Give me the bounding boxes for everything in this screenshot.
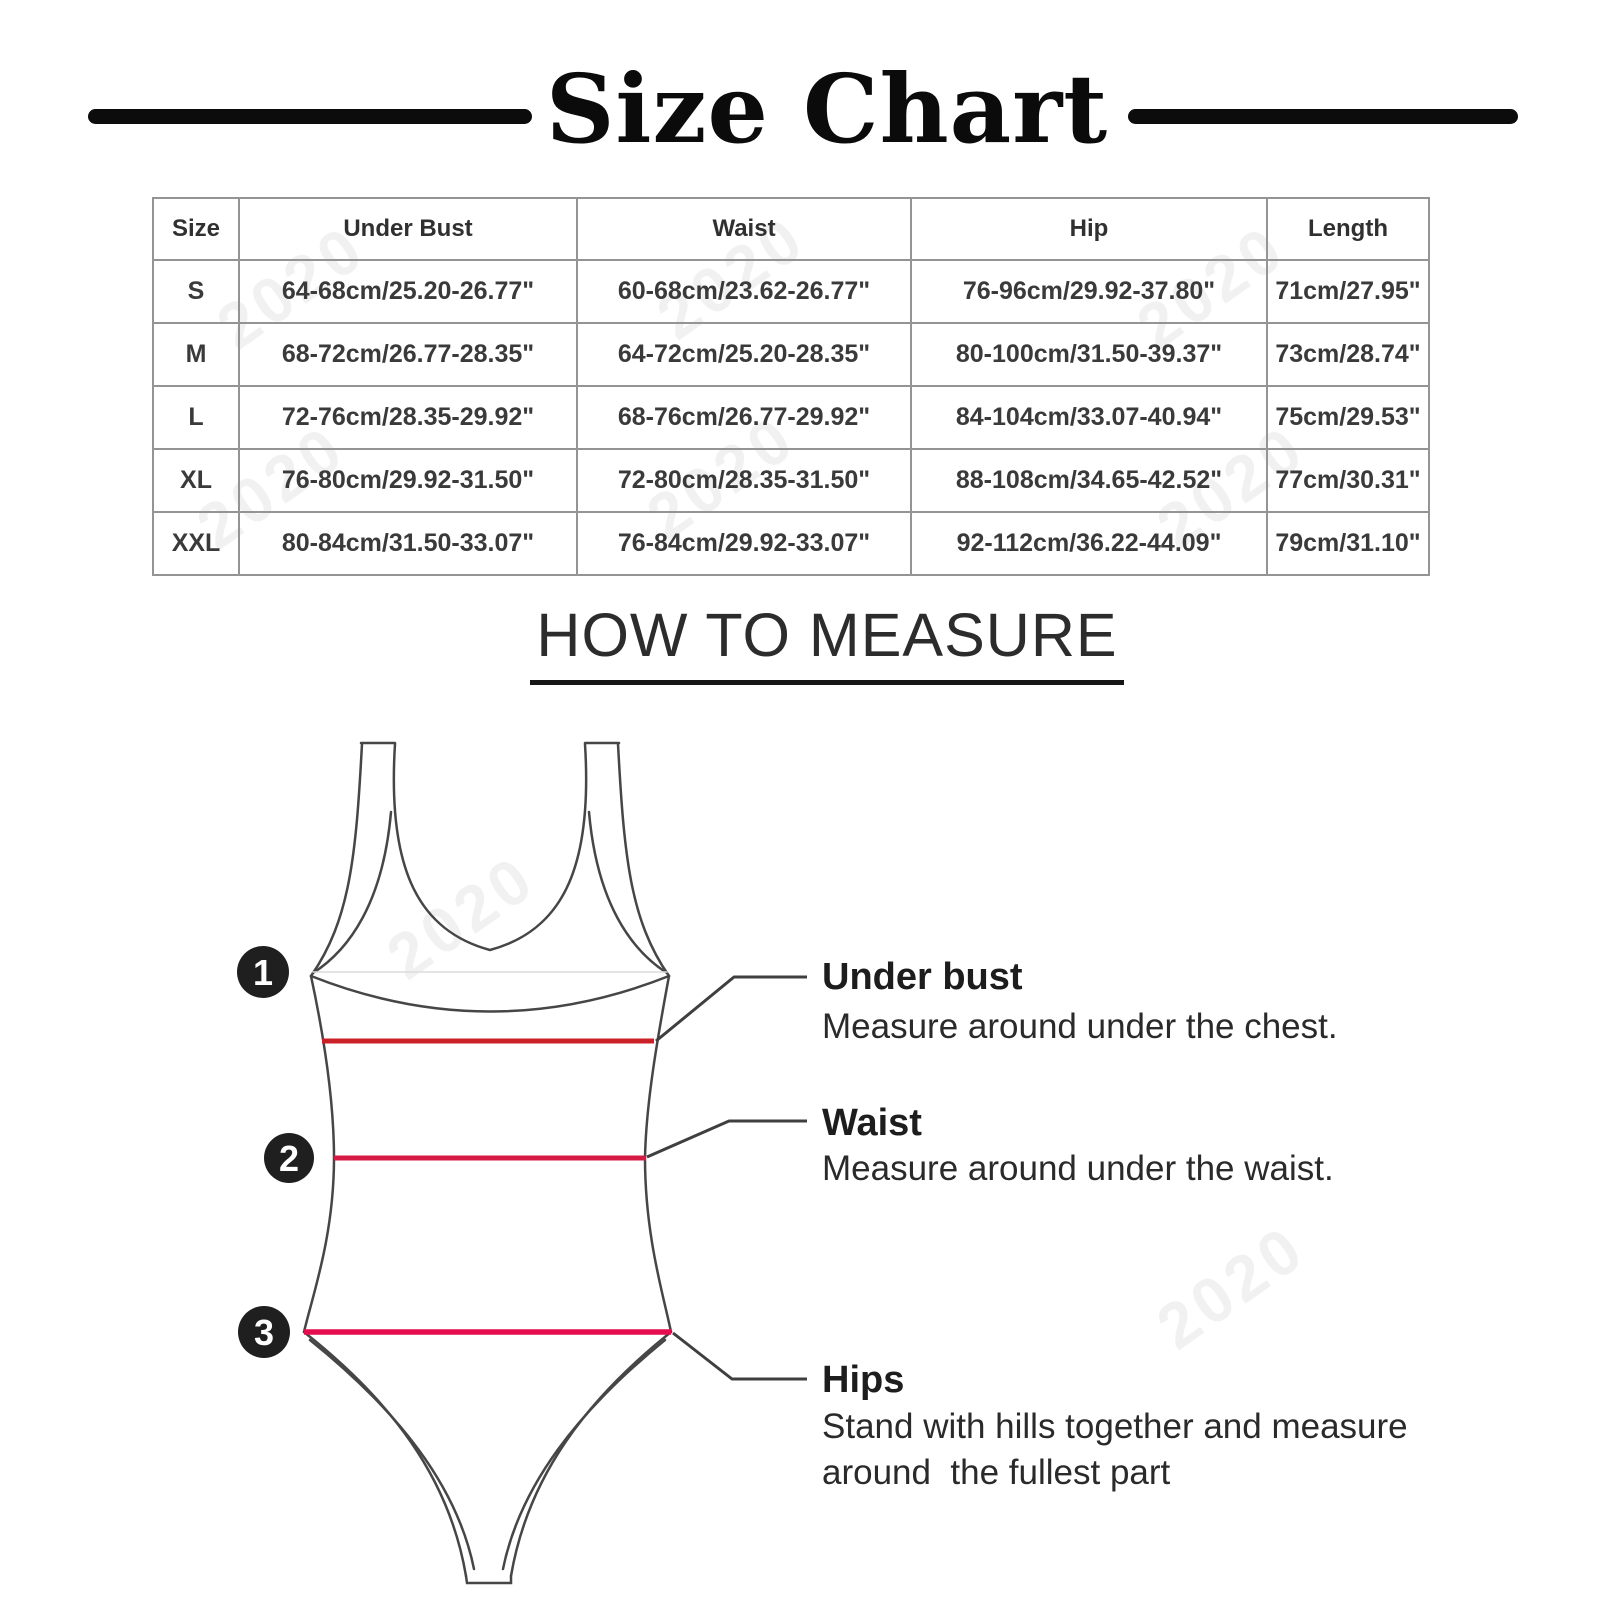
underbust-seam-curve (309, 974, 671, 1013)
right-side-seam (643, 974, 673, 1334)
table-cell: 92-112cm/36.22-44.09" (910, 511, 1268, 576)
table-cell: 73cm/28.74" (1266, 322, 1430, 387)
table-cell: 68-76cm/26.77-29.92" (576, 385, 912, 450)
table-cell: 60-68cm/23.62-26.77" (576, 259, 912, 324)
hips-description: Stand with hills together and measure ar… (822, 1407, 1418, 1493)
table-cell: 72-80cm/28.35-31.50" (576, 448, 912, 513)
size-table: Size Under Bust Waist Hip Length S 64-68… (152, 197, 1430, 576)
left-leg-inner-curve (308, 1338, 476, 1571)
column-header-hip: Hip (910, 197, 1268, 261)
column-header-size: Size (152, 197, 240, 261)
table-cell: 72-76cm/28.35-29.92" (238, 385, 578, 450)
table-cell: 80-84cm/31.50-33.07" (238, 511, 578, 576)
table-cell: 79cm/31.10" (1266, 511, 1430, 576)
step-1-badge (237, 946, 289, 998)
table-cell: 75cm/29.53" (1266, 385, 1430, 450)
right-leg-inner-curve (501, 1338, 667, 1571)
waist-description: Measure around under the waist. (822, 1149, 1334, 1188)
waist-label: Waist (822, 1102, 922, 1144)
table-row-s: S 64-68cm/25.20-26.77" 60-68cm/23.62-26.… (152, 259, 1430, 324)
title-decor-line-left (88, 109, 532, 124)
table-cell: S (152, 259, 240, 324)
table-cell: 76-80cm/29.92-31.50" (238, 448, 578, 513)
table-cell: 88-108cm/34.65-42.52" (910, 448, 1268, 513)
table-cell: M (152, 322, 240, 387)
column-header-length: Length (1266, 197, 1430, 261)
step-3-number: 3 (254, 1312, 274, 1353)
column-header-waist: Waist (576, 197, 912, 261)
table-cell: L (152, 385, 240, 450)
waist-leader-line (646, 1119, 807, 1159)
underbust-description: Measure around under the chest. (822, 1007, 1338, 1046)
neckline-scoop (392, 742, 588, 952)
step-badges: 1 2 3 (237, 946, 314, 1358)
table-cell: 80-100cm/31.50-39.37" (910, 322, 1268, 387)
table-cell: XXL (152, 511, 240, 576)
left-armhole-curve (311, 810, 393, 975)
title-decor-line-right (1128, 109, 1518, 124)
step-3-badge (238, 1306, 290, 1358)
table-cell: 76-84cm/29.92-33.07" (576, 511, 912, 576)
left-strap-outer-edge (309, 742, 364, 978)
underbust-label: Under bust (822, 956, 1023, 998)
right-leg-outer-curve (509, 1330, 673, 1578)
hips-leader-line (672, 1331, 807, 1381)
step-2-badge (264, 1133, 314, 1183)
crotch-bottom (464, 1574, 513, 1585)
table-row-xl: XL 76-80cm/29.92-31.50" 72-80cm/28.35-31… (152, 448, 1430, 513)
underbust-leader-line (655, 975, 807, 1043)
table-row-m: M 68-72cm/26.77-28.35" 64-72cm/25.20-28.… (152, 322, 1430, 387)
table-row-l: L 72-76cm/28.35-29.92" 68-76cm/26.77-29.… (152, 385, 1430, 450)
step-1-number: 1 (253, 952, 273, 993)
table-row-xxl: XXL 80-84cm/31.50-33.07" 76-84cm/29.92-3… (152, 511, 1430, 576)
table-cell: 84-104cm/33.07-40.94" (910, 385, 1268, 450)
table-header-row: Size Under Bust Waist Hip Length (152, 197, 1430, 261)
right-strap-outer-edge (616, 742, 671, 978)
left-leg-outer-curve (302, 1330, 468, 1578)
hips-label: Hips (822, 1359, 905, 1401)
step-2-number: 2 (279, 1138, 299, 1179)
table-cell: 68-72cm/26.77-28.35" (238, 322, 578, 387)
table-cell: XL (152, 448, 240, 513)
table-cell: 64-72cm/25.20-28.35" (576, 322, 912, 387)
page-title: Size Chart (545, 54, 1109, 165)
table-cell: 64-68cm/25.20-26.77" (238, 259, 578, 324)
table-cell: 76-96cm/29.92-37.80" (910, 259, 1268, 324)
right-armhole-curve (587, 810, 669, 975)
table-cell: 71cm/27.95" (1266, 259, 1430, 324)
table-cell: 77cm/30.31" (1266, 448, 1430, 513)
column-header-under-bust: Under Bust (238, 197, 578, 261)
annotation-leader-lines (646, 975, 807, 1381)
how-to-measure-heading: HOW TO MEASURE (530, 600, 1124, 685)
bodysuit-outline (302, 741, 673, 1585)
